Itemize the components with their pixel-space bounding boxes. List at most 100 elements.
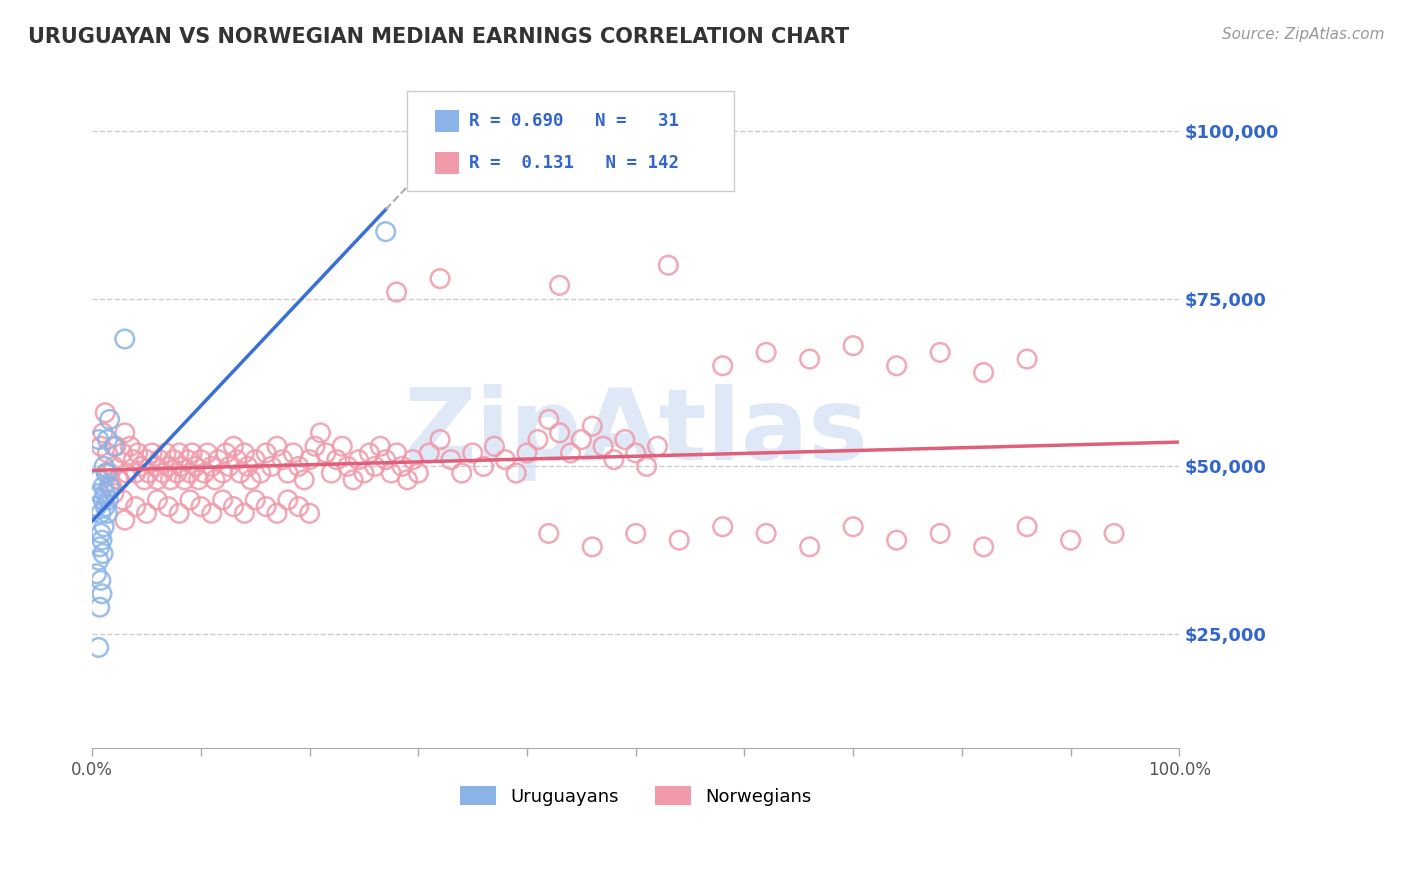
- Point: [103, 439, 125, 453]
- Point: [141, 446, 163, 460]
- Point: [98, 412, 121, 426]
- Point: [90, 439, 112, 453]
- Point: [135, 452, 157, 467]
- Point: [93, 520, 115, 534]
- Legend: Uruguayans, Norwegians: Uruguayans, Norwegians: [453, 779, 818, 813]
- Point: [581, 540, 603, 554]
- Point: [391, 459, 413, 474]
- Point: [100, 479, 122, 493]
- Point: [91, 533, 114, 548]
- Point: [929, 345, 952, 359]
- Point: [225, 452, 247, 467]
- Point: [201, 506, 224, 520]
- Point: [173, 473, 195, 487]
- Point: [96, 466, 118, 480]
- Point: [167, 446, 190, 460]
- Point: [283, 446, 305, 460]
- Point: [321, 466, 343, 480]
- Point: [461, 446, 484, 460]
- Point: [222, 439, 245, 453]
- Point: [581, 419, 603, 434]
- Point: [929, 526, 952, 541]
- Text: R =  0.131   N = 142: R = 0.131 N = 142: [470, 154, 679, 172]
- Point: [190, 452, 212, 467]
- Point: [159, 473, 181, 487]
- Point: [218, 459, 240, 474]
- Point: [197, 446, 219, 460]
- Point: [326, 452, 349, 467]
- Point: [146, 492, 169, 507]
- Point: [96, 466, 118, 480]
- Point: [429, 271, 451, 285]
- Point: [624, 526, 647, 541]
- Text: R = 0.690   N =   31: R = 0.690 N = 31: [470, 112, 679, 130]
- Point: [711, 359, 734, 373]
- Point: [181, 446, 204, 460]
- Point: [374, 225, 396, 239]
- Point: [1102, 526, 1125, 541]
- Point: [94, 406, 117, 420]
- Point: [98, 479, 121, 493]
- Point: [91, 425, 114, 440]
- Point: [548, 425, 571, 440]
- Point: [537, 412, 560, 426]
- Point: [336, 459, 359, 474]
- Point: [107, 473, 129, 487]
- Point: [111, 492, 134, 507]
- Point: [129, 459, 152, 474]
- Point: [143, 459, 166, 474]
- Point: [170, 459, 193, 474]
- Point: [135, 506, 157, 520]
- Point: [245, 492, 267, 507]
- Point: [429, 433, 451, 447]
- Point: [96, 433, 118, 447]
- Point: [287, 459, 309, 474]
- Point: [886, 533, 908, 548]
- Point: [114, 513, 136, 527]
- Point: [254, 500, 277, 514]
- FancyBboxPatch shape: [408, 91, 734, 192]
- Point: [94, 486, 117, 500]
- Point: [527, 433, 550, 447]
- Point: [277, 466, 299, 480]
- Point: [254, 446, 277, 460]
- Point: [569, 433, 592, 447]
- Point: [229, 466, 252, 480]
- Point: [353, 466, 375, 480]
- Point: [157, 459, 180, 474]
- Point: [330, 439, 353, 453]
- Point: [309, 425, 332, 440]
- Point: [204, 473, 226, 487]
- Point: [94, 500, 117, 514]
- Point: [155, 446, 177, 460]
- Point: [115, 466, 138, 480]
- Point: [122, 452, 145, 467]
- Point: [799, 540, 821, 554]
- Point: [603, 452, 626, 467]
- Point: [266, 506, 288, 520]
- Point: [516, 446, 538, 460]
- Point: [103, 486, 125, 500]
- Point: [90, 506, 112, 520]
- Point: [973, 366, 995, 380]
- Point: [287, 500, 309, 514]
- Point: [134, 473, 156, 487]
- Point: [494, 452, 516, 467]
- Point: [396, 473, 419, 487]
- Point: [97, 492, 120, 507]
- Point: [190, 500, 212, 514]
- Point: [239, 473, 262, 487]
- Point: [560, 446, 582, 460]
- Point: [1017, 520, 1039, 534]
- Point: [127, 446, 149, 460]
- Point: [148, 452, 170, 467]
- Point: [108, 473, 131, 487]
- Point: [613, 433, 636, 447]
- Point: [886, 359, 908, 373]
- Point: [87, 433, 110, 447]
- Point: [98, 479, 121, 493]
- Point: [364, 459, 387, 474]
- Point: [103, 459, 125, 474]
- Point: [298, 506, 321, 520]
- Point: [472, 459, 495, 474]
